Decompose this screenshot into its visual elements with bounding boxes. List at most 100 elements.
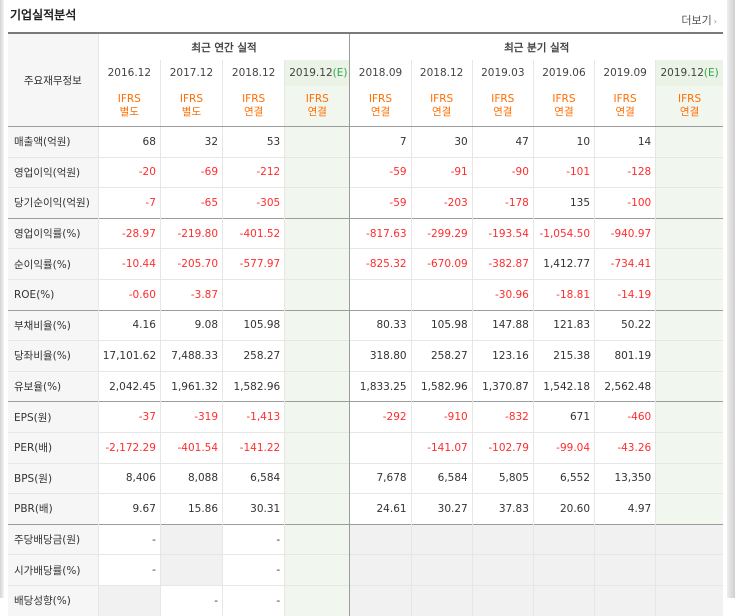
table-cell: [284, 401, 350, 433]
table-cell: 1,370.87: [471, 370, 534, 402]
accounting-type-header: IFRS 별도: [97, 86, 161, 127]
accounting-type-header: IFRS 연결: [410, 86, 473, 127]
period-label: 2019.09: [603, 67, 647, 79]
period-label: 2018.09: [358, 67, 403, 79]
table-cell: [410, 278, 473, 311]
table-cell: [655, 217, 723, 249]
table-cell: -401.54: [159, 431, 223, 464]
table-cell: [655, 187, 723, 219]
table-cell: [655, 523, 723, 555]
table-cell: 135: [532, 187, 595, 219]
table-cell: -305: [222, 187, 285, 219]
more-link[interactable]: 더보기 ›: [681, 12, 717, 28]
chevron-right-icon[interactable]: ›: [713, 17, 717, 26]
table-cell: -14.19: [594, 278, 656, 311]
table-cell: [410, 554, 473, 586]
table-cell: [349, 554, 412, 586]
table-cell: -292: [349, 401, 412, 433]
period-header: 2018.12: [222, 60, 285, 86]
table-cell: 6,584: [410, 462, 473, 494]
table-row: 당기순이익(억원) -7 -65 -305 -59 -203 -178 135 -100: [8, 187, 723, 219]
table-cell: -128: [594, 156, 656, 188]
table-cell: 1,412.77: [532, 248, 595, 280]
table-cell: -: [222, 554, 285, 586]
row-label: 영업이익률(%): [8, 217, 99, 249]
table-cell: 671: [532, 401, 595, 433]
table-cell: 9.08: [159, 309, 223, 341]
table-cell: -3.87: [159, 278, 223, 311]
table-cell: -: [222, 523, 285, 555]
table-cell: 258.27: [222, 340, 285, 372]
accounting-standard: IFRS: [678, 93, 702, 105]
table-cell: [410, 523, 473, 555]
table-row: BPS(원) 8,406 8,088 6,584 7,678 6,584 5,805 6,55…: [8, 462, 723, 494]
table-cell: [594, 584, 656, 616]
table-cell: -319: [159, 401, 223, 433]
table-cell: [410, 584, 473, 616]
table-cell: 1,582.96: [222, 370, 285, 402]
table-cell: -1,054.50: [532, 217, 595, 249]
accounting-standard: IFRS: [552, 93, 576, 105]
table-cell: -20: [97, 156, 161, 188]
period-header: 2018.12: [410, 60, 473, 86]
table-cell: -: [97, 554, 161, 586]
more-label[interactable]: 더보기: [681, 14, 712, 27]
table-cell: 1,833.25: [349, 370, 412, 402]
table-cell: [471, 584, 534, 616]
table-row: 영업이익률(%) -28.97 -219.80 -401.52 -817.63 -299.…: [8, 217, 723, 249]
table-cell: -825.32: [349, 248, 412, 280]
table-cell: [655, 248, 723, 280]
table-cell: -90: [471, 156, 534, 188]
table-cell: [532, 523, 595, 555]
table-cell: 2,562.48: [594, 370, 656, 402]
table-cell: -577.97: [222, 248, 285, 280]
period-header: 2019.06: [532, 60, 595, 86]
row-label: 당기순이익(억원): [8, 187, 99, 219]
table-cell: -10.44: [97, 248, 161, 280]
row-label: 주당배당금(원): [8, 523, 99, 555]
table-cell: 37.83: [471, 493, 534, 525]
table-cell: 17,101.62: [97, 340, 161, 372]
table-cell: -734.41: [594, 248, 656, 280]
table-cell: 80.33: [349, 309, 412, 341]
table-cell: [349, 278, 412, 311]
row-label: 부채비율(%): [8, 309, 99, 341]
table-cell: 50.22: [594, 309, 656, 341]
table-cell: [284, 278, 350, 311]
table-cell: 15.86: [159, 493, 223, 525]
table-cell: [471, 523, 534, 555]
accounting-standard: IFRS: [179, 93, 204, 105]
table-row: PBR(배) 9.67 15.86 30.31 24.61 30.27 37.83 20.60…: [8, 493, 723, 525]
table-row: 주당배당금(원) - -: [8, 523, 723, 555]
table-cell: 1,961.32: [159, 370, 223, 402]
row-label: 영업이익(억원): [8, 156, 99, 188]
row-label: 매출액(억원): [8, 126, 99, 158]
row-label: EPS(원): [8, 401, 99, 433]
table-row: 유보율(%) 2,042.45 1,961.32 1,582.96 1,833.25 1,…: [8, 370, 723, 402]
table-cell: 7,678: [349, 462, 412, 494]
table-cell: -193.54: [471, 217, 534, 249]
table-cell: [532, 584, 595, 616]
table-cell: 123.16: [471, 340, 534, 372]
accounting-type-header: IFRS 연결: [471, 86, 534, 127]
accounting-type-header: IFRS 연결: [349, 86, 412, 127]
table-cell: [349, 584, 412, 616]
table-cell: -7: [97, 187, 161, 219]
table-cell: -219.80: [159, 217, 223, 249]
table-cell: [655, 126, 723, 158]
accounting-standard: IFRS: [368, 93, 393, 105]
table-cell: [655, 401, 723, 433]
consolidation-type: 연결: [554, 106, 574, 118]
table-cell: -832: [471, 401, 534, 433]
table-cell: [655, 340, 723, 372]
table-cell: 13,350: [594, 462, 656, 494]
table-cell: [284, 523, 350, 555]
table-row: 배당성향(%) - -: [8, 584, 723, 616]
period-label: 2016.12: [107, 67, 152, 79]
table-cell: 2,042.45: [97, 370, 161, 402]
table-row: EPS(원) -37 -319 -1,413 -292 -910 -832 671 -460: [8, 401, 723, 433]
consolidation-type: 연결: [679, 106, 700, 118]
consolidation-type: 연결: [615, 106, 635, 118]
table-cell: -18.81: [532, 278, 595, 311]
